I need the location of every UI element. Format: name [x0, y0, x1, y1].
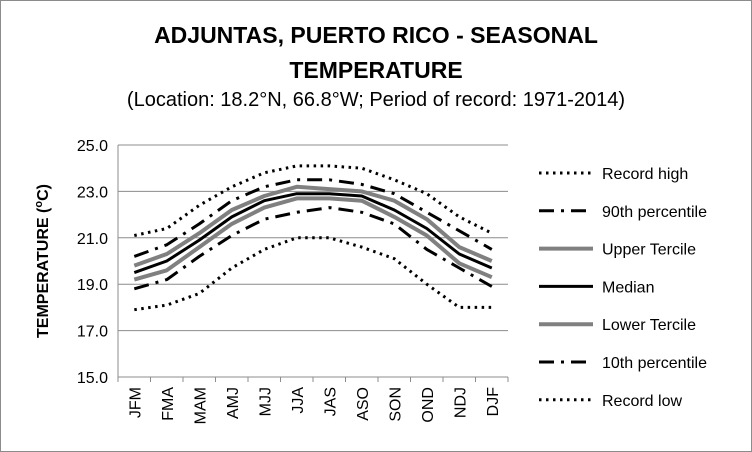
x-tick-label: NDJ — [452, 387, 469, 418]
x-tick-label: MJJ — [257, 387, 274, 416]
y-tick-labels: 25.0 23.0 21.0 19.0 17.0 15.0 — [77, 138, 108, 387]
legend: Record high 90th percentile Upper Tercile M… — [539, 166, 707, 410]
legend-label: Record high — [602, 166, 688, 183]
y-tick-label: 19.0 — [77, 277, 108, 294]
series-line-record-low — [134, 236, 492, 312]
chart-title-line-2: TEMPERATURE — [289, 57, 463, 83]
series-line-10th-percentile — [133, 206, 493, 291]
legend-label: 10th percentile — [602, 355, 707, 372]
series-lines — [133, 164, 493, 312]
series-line-lower-tercile — [133, 196, 493, 282]
x-tick-label: OND — [420, 387, 437, 423]
chart-title-line-1: ADJUNTAS, PUERTO RICO - SEASONAL — [154, 22, 598, 48]
legend-label: Upper Tercile — [602, 242, 696, 259]
x-tick-label: JFM — [127, 387, 144, 418]
x-tick-label: JAS — [322, 387, 339, 416]
y-tick-label: 21.0 — [77, 231, 108, 248]
y-tick-label: 17.0 — [77, 324, 108, 341]
axes — [117, 145, 509, 382]
x-tick-labels: JFM FMA MAM AMJ MJJ JJA JAS ASO SON OND NDJ DJF — [127, 387, 502, 425]
chart-subtitle: (Location: 18.2°N, 66.8°W; Period of rec… — [126, 89, 626, 111]
legend-label: Median — [602, 279, 654, 296]
y-tick-label: 25.0 — [77, 138, 108, 155]
x-tick-label: DJF — [485, 387, 502, 417]
y-tick-label: 23.0 — [77, 184, 108, 201]
legend-label: Record low — [602, 393, 682, 410]
x-tick-label: MAM — [192, 387, 209, 424]
series-line-upper-tercile — [133, 184, 493, 268]
series-line-record-high — [133, 164, 493, 237]
x-tick-label: AMJ — [225, 387, 242, 419]
x-tick-label: FMA — [160, 387, 177, 421]
y-tick-label: 15.0 — [77, 370, 108, 387]
x-tick-label: ASO — [355, 387, 372, 421]
y-axis-label: TEMPERATURE (oC) — [33, 184, 52, 338]
legend-label: 90th percentile — [602, 204, 707, 221]
legend-label: Lower Tercile — [602, 317, 696, 334]
series-line-median — [133, 192, 493, 275]
x-tick-label: SON — [387, 387, 404, 422]
series-line-90th-percentile — [133, 178, 493, 258]
x-tick-label: JJA — [290, 387, 307, 414]
